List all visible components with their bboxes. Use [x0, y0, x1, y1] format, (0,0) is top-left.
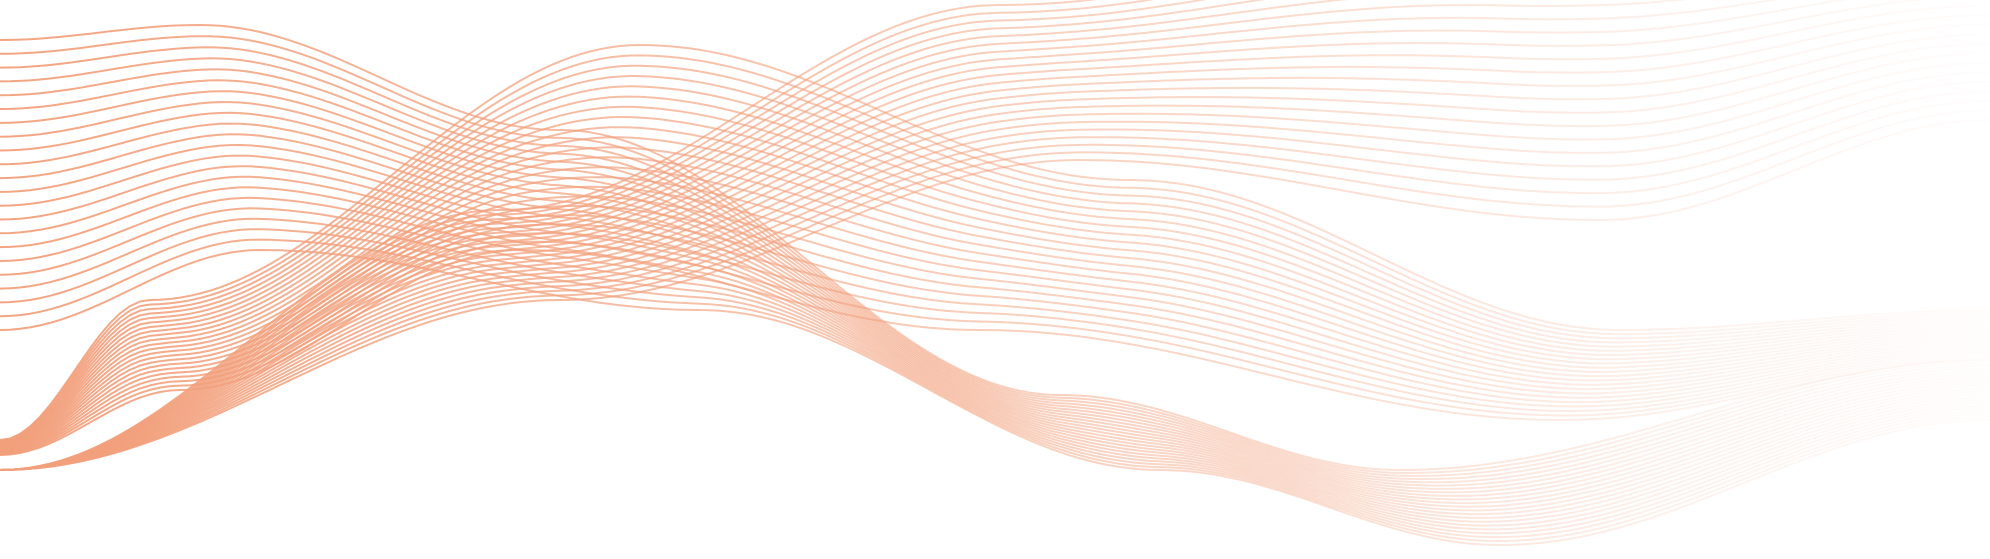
wave-line	[0, 0, 1155, 471]
wave-line	[0, 4, 1990, 471]
wave-family-a	[0, 24, 1990, 546]
wave-line	[0, 109, 1990, 471]
wave-line	[0, 85, 1990, 444]
wave-line	[0, 68, 1990, 484]
wave-line	[0, 54, 1990, 442]
wave-line	[0, 217, 1990, 535]
wave-line	[0, 23, 1990, 471]
wave-line	[0, 144, 1990, 508]
wave-line	[0, 44, 1990, 441]
wave-line	[0, 80, 1990, 471]
wave-line	[0, 196, 1990, 527]
wave-line	[0, 0, 1688, 471]
wave-line	[0, 176, 1990, 451]
wave-line	[0, 111, 1990, 497]
wave-line	[0, 175, 1990, 519]
wave-line	[0, 0, 1929, 471]
wave-line	[0, 154, 1990, 512]
wave-line	[0, 24, 1990, 471]
wave-line	[0, 119, 1990, 471]
wave-line	[0, 186, 1990, 523]
wave-line	[0, 0, 1349, 471]
wave-line	[0, 240, 1990, 456]
wave-line	[0, 75, 1990, 444]
wave-line	[0, 79, 1990, 487]
wave-line	[0, 57, 1990, 480]
wave-line	[0, 52, 1990, 471]
wave-line	[0, 207, 1990, 531]
wave-line	[0, 64, 1990, 443]
wave-line	[0, 146, 1990, 449]
wave-line	[0, 122, 1990, 501]
wave-family-c	[0, 0, 1990, 471]
wave-line	[0, 228, 1990, 539]
wave-line	[0, 35, 1990, 474]
wave-line	[0, 101, 1990, 494]
wave-family-b	[0, 44, 1990, 456]
wave-line	[0, 105, 1990, 446]
wave-line	[0, 0, 1849, 471]
wave-line	[0, 14, 1990, 471]
wave-line	[0, 0, 1779, 471]
wave-line	[0, 165, 1990, 516]
wave-line	[0, 100, 1990, 471]
wave-line	[0, 46, 1990, 477]
wave-line	[0, 116, 1990, 446]
wave-line	[0, 42, 1990, 471]
wave-line	[0, 214, 1990, 454]
wave-line	[0, 0, 1099, 471]
wave-line	[0, 126, 1990, 447]
wave-line	[0, 0, 1266, 471]
wave-line	[0, 61, 1990, 471]
wave-line	[0, 90, 1990, 490]
wave-line	[0, 204, 1990, 453]
wave-line	[0, 95, 1990, 445]
wave-line	[0, 71, 1990, 471]
wave-line	[0, 33, 1990, 471]
wave-line	[0, 0, 1208, 471]
wave-line	[0, 136, 1990, 448]
wave-line	[0, 133, 1990, 505]
wave-line	[0, 90, 1990, 471]
